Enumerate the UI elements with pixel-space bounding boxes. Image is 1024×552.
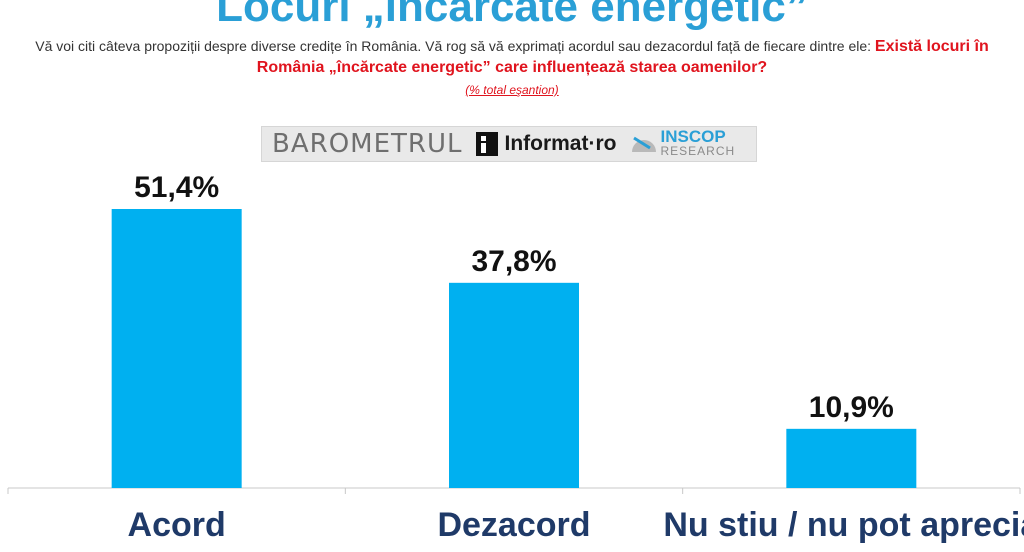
data-label-1: 37,8%	[471, 245, 556, 278]
chart-title: Locuri „încărcate energetic”	[216, 0, 808, 31]
inscop-logo-icon	[632, 136, 657, 152]
informat-logo: Informat·ro	[476, 132, 616, 156]
bar-0	[111, 209, 242, 488]
intro-statement: Vă voi citi câteva propoziții despre div…	[35, 38, 875, 54]
category-label-0: Acord	[128, 506, 226, 544]
intro-text: Vă voi citi câteva propoziții despre div…	[20, 36, 1004, 78]
informat-logo-icon	[476, 132, 499, 156]
category-label-2: Nu stiu / nu pot aprecia	[663, 506, 1024, 544]
bar-2	[786, 428, 917, 488]
inscop-logo-text: INSCOP	[660, 127, 726, 146]
inscop-logo: INSCOP RESEARCH	[630, 127, 736, 158]
base-note: (% total eşantion)	[465, 83, 559, 97]
informat-logo-text: Informat·ro	[504, 132, 617, 155]
data-label-0: 51,4%	[134, 171, 219, 204]
survey-question: Există locuri în România „încărcate ener…	[256, 38, 989, 76]
bar-1	[449, 282, 579, 488]
sponsor-logo-strip: BAROMETRUL Informat·ro INSCOP RESEARCH	[261, 126, 757, 162]
barometrul-logo: BAROMETRUL	[272, 129, 463, 159]
category-label-1: Dezacord	[437, 506, 590, 544]
data-label-2: 10,9%	[809, 391, 894, 424]
inscop-logo-subtext: RESEARCH	[660, 144, 736, 158]
